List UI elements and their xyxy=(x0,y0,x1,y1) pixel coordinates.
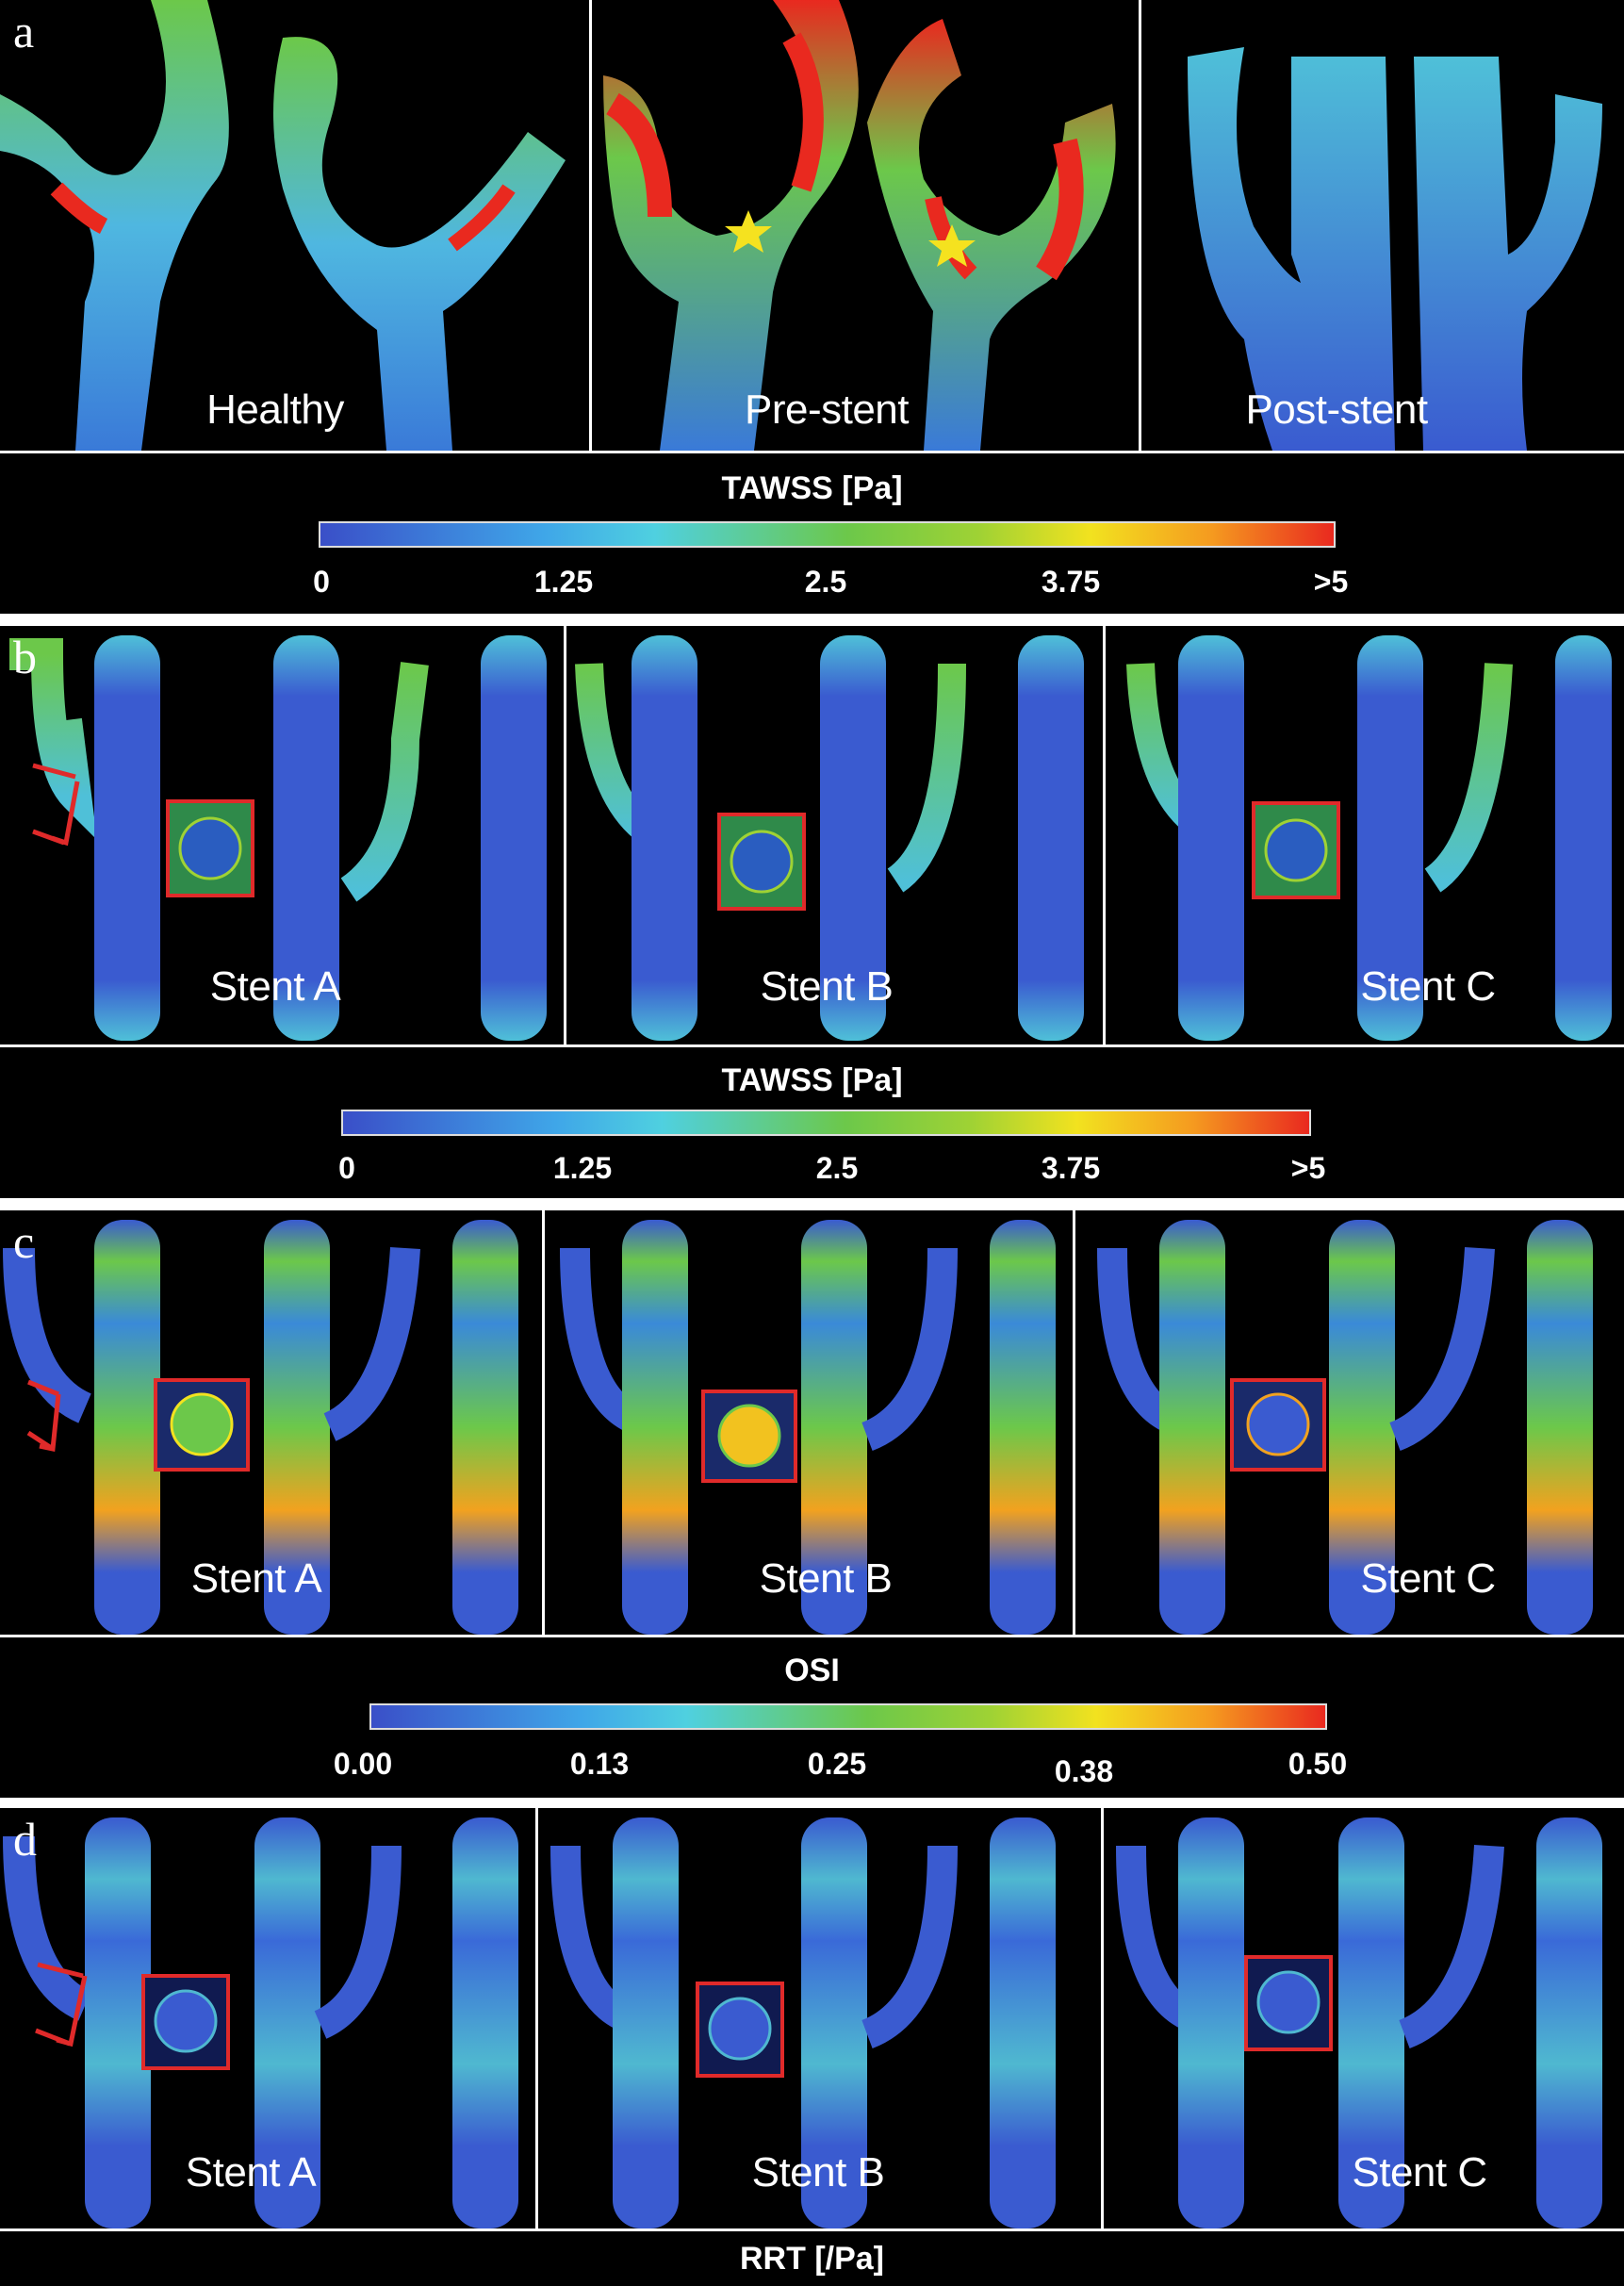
divider-a-1 xyxy=(589,0,592,451)
panel-c-vessels xyxy=(3,1220,1593,1635)
tick-b-4: >5 xyxy=(1290,1151,1326,1185)
stent-c-vessels xyxy=(1126,635,1612,1041)
tick-a-1: 1.25 xyxy=(533,565,594,599)
stent-inset-icon-b2 xyxy=(717,813,806,911)
label-stent-c-b: Stent C xyxy=(1360,963,1496,1010)
panel-letter-b: b xyxy=(13,631,37,683)
vessel-healthy-right xyxy=(273,37,566,451)
stent-inset-icon-b1 xyxy=(166,799,254,897)
legend-b-title: TAWSS [Pa] xyxy=(721,1062,903,1098)
panel-b: b Stent A Stent B Stent C xyxy=(0,626,1624,1044)
legend-b: TAWSS [Pa] 0 1.25 2.5 3.75 >5 xyxy=(0,1044,1624,1198)
panel-d: d Stent A Stent B Stent C xyxy=(0,1808,1624,2228)
panel-letter-a: a xyxy=(13,5,35,58)
legend-c-title: OSI xyxy=(784,1653,840,1688)
stent-inset-icon-d3 xyxy=(1244,1955,1333,2051)
stent-inset-icon-c3 xyxy=(1230,1378,1326,1472)
label-healthy: Healthy xyxy=(206,386,344,433)
stent-inset-icon-d1 xyxy=(141,1974,230,2070)
panel-b-vessels xyxy=(9,635,1612,1041)
stent-inset-icon-c1 xyxy=(154,1378,250,1472)
vessel-poststent-right xyxy=(1414,57,1602,451)
tick-a-2: 2.5 xyxy=(804,565,847,599)
tick-c-2: 0.25 xyxy=(807,1747,867,1781)
red-bracket-arrow-icon xyxy=(32,763,80,847)
tick-b-3: 3.75 xyxy=(1041,1151,1101,1185)
tick-c-4: 0.50 xyxy=(1288,1747,1348,1781)
colorbar-c xyxy=(369,1703,1327,1730)
divider-b-2 xyxy=(1103,626,1106,1044)
tick-a-4: >5 xyxy=(1313,565,1349,599)
stent-inset-icon-c2 xyxy=(701,1390,797,1483)
red-bracket-arrow-icon xyxy=(35,1962,88,2048)
panel-c: c Stent A Stent B Stent C xyxy=(0,1210,1624,1635)
stent-c-osi-vessels xyxy=(1097,1220,1593,1635)
tick-a-0: 0 xyxy=(313,565,330,599)
tick-c-1: 0.13 xyxy=(569,1747,630,1781)
label-post-stent: Post-stent xyxy=(1245,386,1428,433)
tick-b-0: 0 xyxy=(338,1151,355,1185)
panel-a-vessels xyxy=(0,0,1602,451)
stent-b-osi-vessels xyxy=(560,1220,1056,1635)
stent-b-vessels xyxy=(575,635,1084,1041)
stent-a-rrt-vessels xyxy=(3,1817,518,2228)
label-stent-c-d: Stent C xyxy=(1352,2149,1487,2196)
tick-a-3: 3.75 xyxy=(1041,565,1101,599)
divider-c-1 xyxy=(542,1210,545,1635)
label-stent-a-d: Stent A xyxy=(185,2149,317,2196)
legend-d-title: RRT [/Pa] xyxy=(740,2241,884,2277)
colorbar-a xyxy=(319,521,1336,548)
label-stent-b-b: Stent B xyxy=(760,963,894,1010)
label-stent-b-c: Stent B xyxy=(759,1555,893,1602)
panel-d-vessels xyxy=(3,1817,1602,2228)
vessel-prestent-left xyxy=(603,0,859,451)
divider-d-2 xyxy=(1101,1808,1104,2228)
panel-letter-d: d xyxy=(13,1813,37,1866)
stent-a-osi-vessels xyxy=(3,1220,518,1635)
tick-c-0: 0.00 xyxy=(333,1747,393,1781)
divider-b-1 xyxy=(564,626,566,1044)
stent-inset-icon-b3 xyxy=(1252,801,1340,899)
legend-c: OSI 0.00 0.13 0.25 0.38 0.50 xyxy=(0,1635,1624,1798)
tick-b-1: 1.25 xyxy=(552,1151,613,1185)
divider-d-1 xyxy=(535,1808,538,2228)
divider-c-2 xyxy=(1073,1210,1075,1635)
legend-a-title: TAWSS [Pa] xyxy=(721,470,903,506)
red-bracket-arrow-icon xyxy=(26,1379,61,1453)
star-icon-right xyxy=(928,224,976,267)
stent-a-vessels xyxy=(9,635,547,1041)
stent-b-rrt-vessels xyxy=(550,1817,1056,2228)
panel-letter-c: c xyxy=(13,1215,35,1268)
vessel-poststent-left xyxy=(1188,47,1395,451)
label-stent-b-d: Stent B xyxy=(751,2149,885,2196)
vessel-healthy-left xyxy=(0,0,229,451)
label-stent-a-c: Stent A xyxy=(190,1555,322,1602)
stent-inset-icon-d2 xyxy=(696,1982,784,2078)
legend-a: TAWSS [Pa] 0 1.25 2.5 3.75 >5 xyxy=(0,451,1624,614)
legend-d: RRT [/Pa] xyxy=(0,2228,1624,2286)
panel-a: a Healthy Pre-stent Post-stent xyxy=(0,0,1624,451)
label-pre-stent: Pre-stent xyxy=(744,386,910,433)
label-stent-a-b: Stent A xyxy=(209,963,341,1010)
tick-c-3: 0.38 xyxy=(1054,1754,1114,1788)
star-icon-left xyxy=(725,210,772,253)
colorbar-b xyxy=(341,1110,1311,1136)
stent-c-rrt-vessels xyxy=(1116,1817,1602,2228)
divider-a-2 xyxy=(1139,0,1141,451)
label-stent-c-c: Stent C xyxy=(1360,1555,1496,1602)
tick-b-2: 2.5 xyxy=(815,1151,859,1185)
